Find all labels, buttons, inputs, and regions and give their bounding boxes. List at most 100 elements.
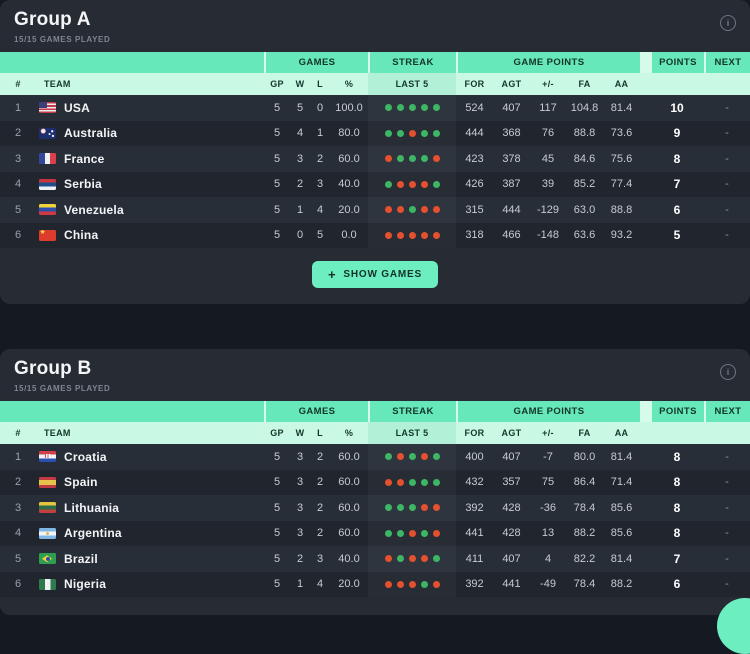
header-blank-segment	[0, 401, 264, 422]
streak-dot-loss	[432, 155, 440, 163]
table-row[interactable]: 1 Croatia 5 3 2 60.0 400 407 -7 80.0 81.…	[0, 444, 750, 470]
next-value: -	[725, 229, 729, 242]
group-header: Group A 15/15 GAMES PLAYED i	[0, 0, 750, 52]
streak-dot-loss	[384, 555, 392, 563]
points-value: 6	[673, 202, 681, 217]
streak-dot-loss	[396, 206, 404, 214]
group-card: Group A 15/15 GAMES PLAYED i GAMES STREA…	[0, 0, 750, 304]
rank-value: 4	[14, 527, 22, 540]
for-value: 432	[465, 476, 484, 489]
l-value: 4	[316, 203, 324, 216]
flag-bra-icon	[38, 553, 56, 565]
w-value: 1	[296, 578, 304, 591]
points-value: 8	[673, 151, 681, 166]
streak-dot-loss	[408, 129, 416, 137]
rank-column-header: #	[15, 79, 21, 89]
streak-group-header: STREAK	[368, 52, 456, 73]
l-value: 2	[316, 450, 324, 463]
show-games-button[interactable]: + SHOW GAMES	[312, 261, 438, 288]
points-value: 8	[673, 500, 681, 515]
aa-value: 75.6	[610, 152, 633, 165]
aa-value: 81.4	[610, 101, 633, 114]
flag-chn-icon	[38, 229, 56, 241]
points-value: 6	[673, 577, 681, 592]
rank-value: 4	[14, 178, 22, 191]
table-row[interactable]: 3 Lithuania 5 3 2 60.0 392 428 -36 78.4 …	[0, 495, 750, 521]
aa-value: 88.8	[610, 203, 633, 216]
rank-value: 5	[14, 203, 22, 216]
table-row[interactable]: 2 Spain 5 3 2 60.0 432 357 75 86.4 71.4 …	[0, 469, 750, 495]
streak-dots	[368, 546, 456, 572]
pct-column-header: %	[344, 428, 354, 438]
streak-dot-loss	[408, 231, 416, 239]
next-header: NEXT	[704, 401, 750, 422]
pct-value: 60.0	[338, 527, 360, 540]
flag-ven-icon	[38, 204, 56, 216]
l-value: 0	[316, 101, 324, 114]
games-group-header: GAMES	[264, 401, 368, 422]
gp-value: 5	[273, 450, 281, 463]
team-name: China	[64, 228, 99, 243]
agt-value: 407	[502, 552, 521, 565]
gp-value: 5	[273, 552, 281, 565]
info-icon[interactable]: i	[720, 364, 736, 380]
rank-value: 1	[14, 450, 22, 463]
plus-minus-value: 76	[541, 127, 555, 140]
streak-dot-win	[384, 529, 392, 537]
streak-dot-win	[396, 129, 404, 137]
l-value: 2	[316, 527, 324, 540]
w-value: 1	[296, 203, 304, 216]
agt-value: 428	[502, 501, 521, 514]
streak-dot-loss	[384, 155, 392, 163]
header-gap	[640, 52, 650, 73]
aa-column-header: AA	[614, 79, 629, 89]
next-value: -	[725, 476, 729, 489]
plus-minus-column-header: +/-	[542, 79, 554, 89]
gp-value: 5	[273, 527, 281, 540]
header-gap	[640, 401, 650, 422]
points-value: 9	[673, 126, 681, 141]
streak-dot-win	[408, 453, 416, 461]
table-row[interactable]: 5 Brazil 5 2 3 40.0 411 407 4 82.2 81.4 …	[0, 546, 750, 572]
streak-dot-loss	[432, 529, 440, 537]
fa-value: 63.6	[573, 229, 596, 242]
team-name: Spain	[64, 475, 98, 490]
l-value: 1	[316, 127, 324, 140]
info-icon[interactable]: i	[720, 15, 736, 31]
plus-minus-value: -36	[540, 501, 556, 514]
table-row[interactable]: 2 Australia 5 4 1 80.0 444 368 76 88.8 7…	[0, 120, 750, 146]
agt-column-header: AGT	[501, 428, 522, 438]
table-row[interactable]: 5 Venezuela 5 1 4 20.0 315 444 -129 63.0…	[0, 197, 750, 223]
plus-minus-value: 75	[541, 476, 555, 489]
streak-dot-loss	[420, 180, 428, 188]
streak-dot-win	[408, 504, 416, 512]
table-row[interactable]: 3 France 5 3 2 60.0 423 378 45 84.6 75.6…	[0, 146, 750, 172]
next-value: -	[725, 552, 729, 565]
fa-value: 84.6	[573, 152, 596, 165]
fa-value: 82.2	[573, 552, 596, 565]
w-value: 0	[296, 229, 304, 242]
streak-dot-loss	[420, 453, 428, 461]
streak-dot-loss	[432, 580, 440, 588]
streak-dots	[368, 223, 456, 249]
streak-dot-loss	[420, 206, 428, 214]
fa-value: 78.4	[573, 501, 596, 514]
group-title: Group A	[14, 9, 91, 30]
l-value: 2	[316, 152, 324, 165]
plus-minus-value: -49	[540, 578, 556, 591]
plus-minus-value: 117	[539, 101, 557, 114]
l-column-header: L	[317, 428, 323, 438]
table-row[interactable]: 4 Argentina 5 3 2 60.0 441 428 13 88.2 8…	[0, 520, 750, 546]
table-row[interactable]: 4 Serbia 5 2 3 40.0 426 387 39 85.2 77.4…	[0, 171, 750, 197]
show-games-row: + SHOW GAMES	[0, 248, 750, 304]
agt-value: 407	[502, 101, 521, 114]
table-row[interactable]: 6 Nigeria 5 1 4 20.0 392 441 -49 78.4 88…	[0, 571, 750, 597]
table-row[interactable]: 1 USA 5 5 0 100.0 524 407 117 104.8 81.4…	[0, 95, 750, 121]
table-subheader: # TEAM GP W L % LAST 5 FOR AGT +/- FA AA	[0, 73, 750, 95]
points-header: POINTS	[650, 401, 704, 422]
next-value: -	[725, 450, 729, 463]
flag-nga-icon	[38, 578, 56, 590]
table-row[interactable]: 6 China 5 0 5 0.0 318 466 -148 63.6 93.2…	[0, 222, 750, 249]
gp-column-header: GP	[270, 428, 284, 438]
game-points-group-header: GAME POINTS	[456, 52, 640, 73]
